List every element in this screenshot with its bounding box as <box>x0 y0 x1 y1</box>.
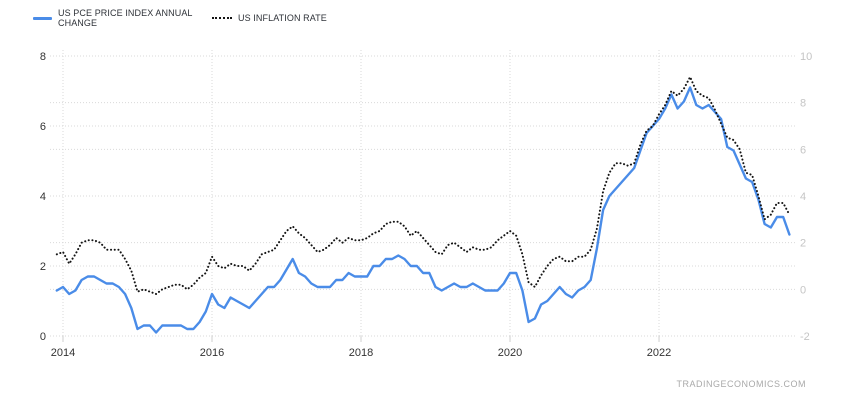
x-axis-tick-label: 2022 <box>647 347 671 359</box>
right-axis-tick-label: 6 <box>800 144 806 156</box>
right-axis-tick-label: 2 <box>800 238 806 250</box>
right-axis-tick-label: 4 <box>800 191 806 203</box>
legend-item-inflation[interactable]: US INFLATION RATE <box>212 13 327 23</box>
inflation-dotted-swatch <box>212 17 232 19</box>
left-axis-tick-label: 2 <box>40 261 46 273</box>
x-axis-tick-label: 2018 <box>349 347 373 359</box>
right-axis-tick-label: 10 <box>800 51 812 63</box>
legend-label-inflation: US INFLATION RATE <box>238 13 327 23</box>
right-axis-tick-label: 0 <box>800 284 806 296</box>
x-axis-tick-label: 2020 <box>498 347 522 359</box>
legend: US PCE PRICE INDEX ANNUAL CHANGE US INFL… <box>33 8 327 28</box>
right-axis-tick-label: -2 <box>800 331 810 343</box>
x-axis-tick-label: 2016 <box>200 347 224 359</box>
x-axis-tick-label: 2014 <box>51 347 75 359</box>
left-axis-tick-label: 6 <box>40 121 46 133</box>
watermark: TRADINGECONOMICS.COM <box>676 379 806 389</box>
inflation-series-line <box>55 74 791 296</box>
pce-line-swatch <box>33 16 52 20</box>
legend-label-pce: US PCE PRICE INDEX ANNUAL CHANGE <box>58 8 193 28</box>
legend-item-pce[interactable]: US PCE PRICE INDEX ANNUAL CHANGE <box>33 8 203 28</box>
left-axis-tick-label: 8 <box>40 51 46 63</box>
pce-series-line <box>55 86 791 334</box>
left-axis-tick-label: 4 <box>40 191 46 203</box>
right-axis-tick-label: 8 <box>800 98 806 110</box>
left-axis-tick-label: 0 <box>40 331 46 343</box>
